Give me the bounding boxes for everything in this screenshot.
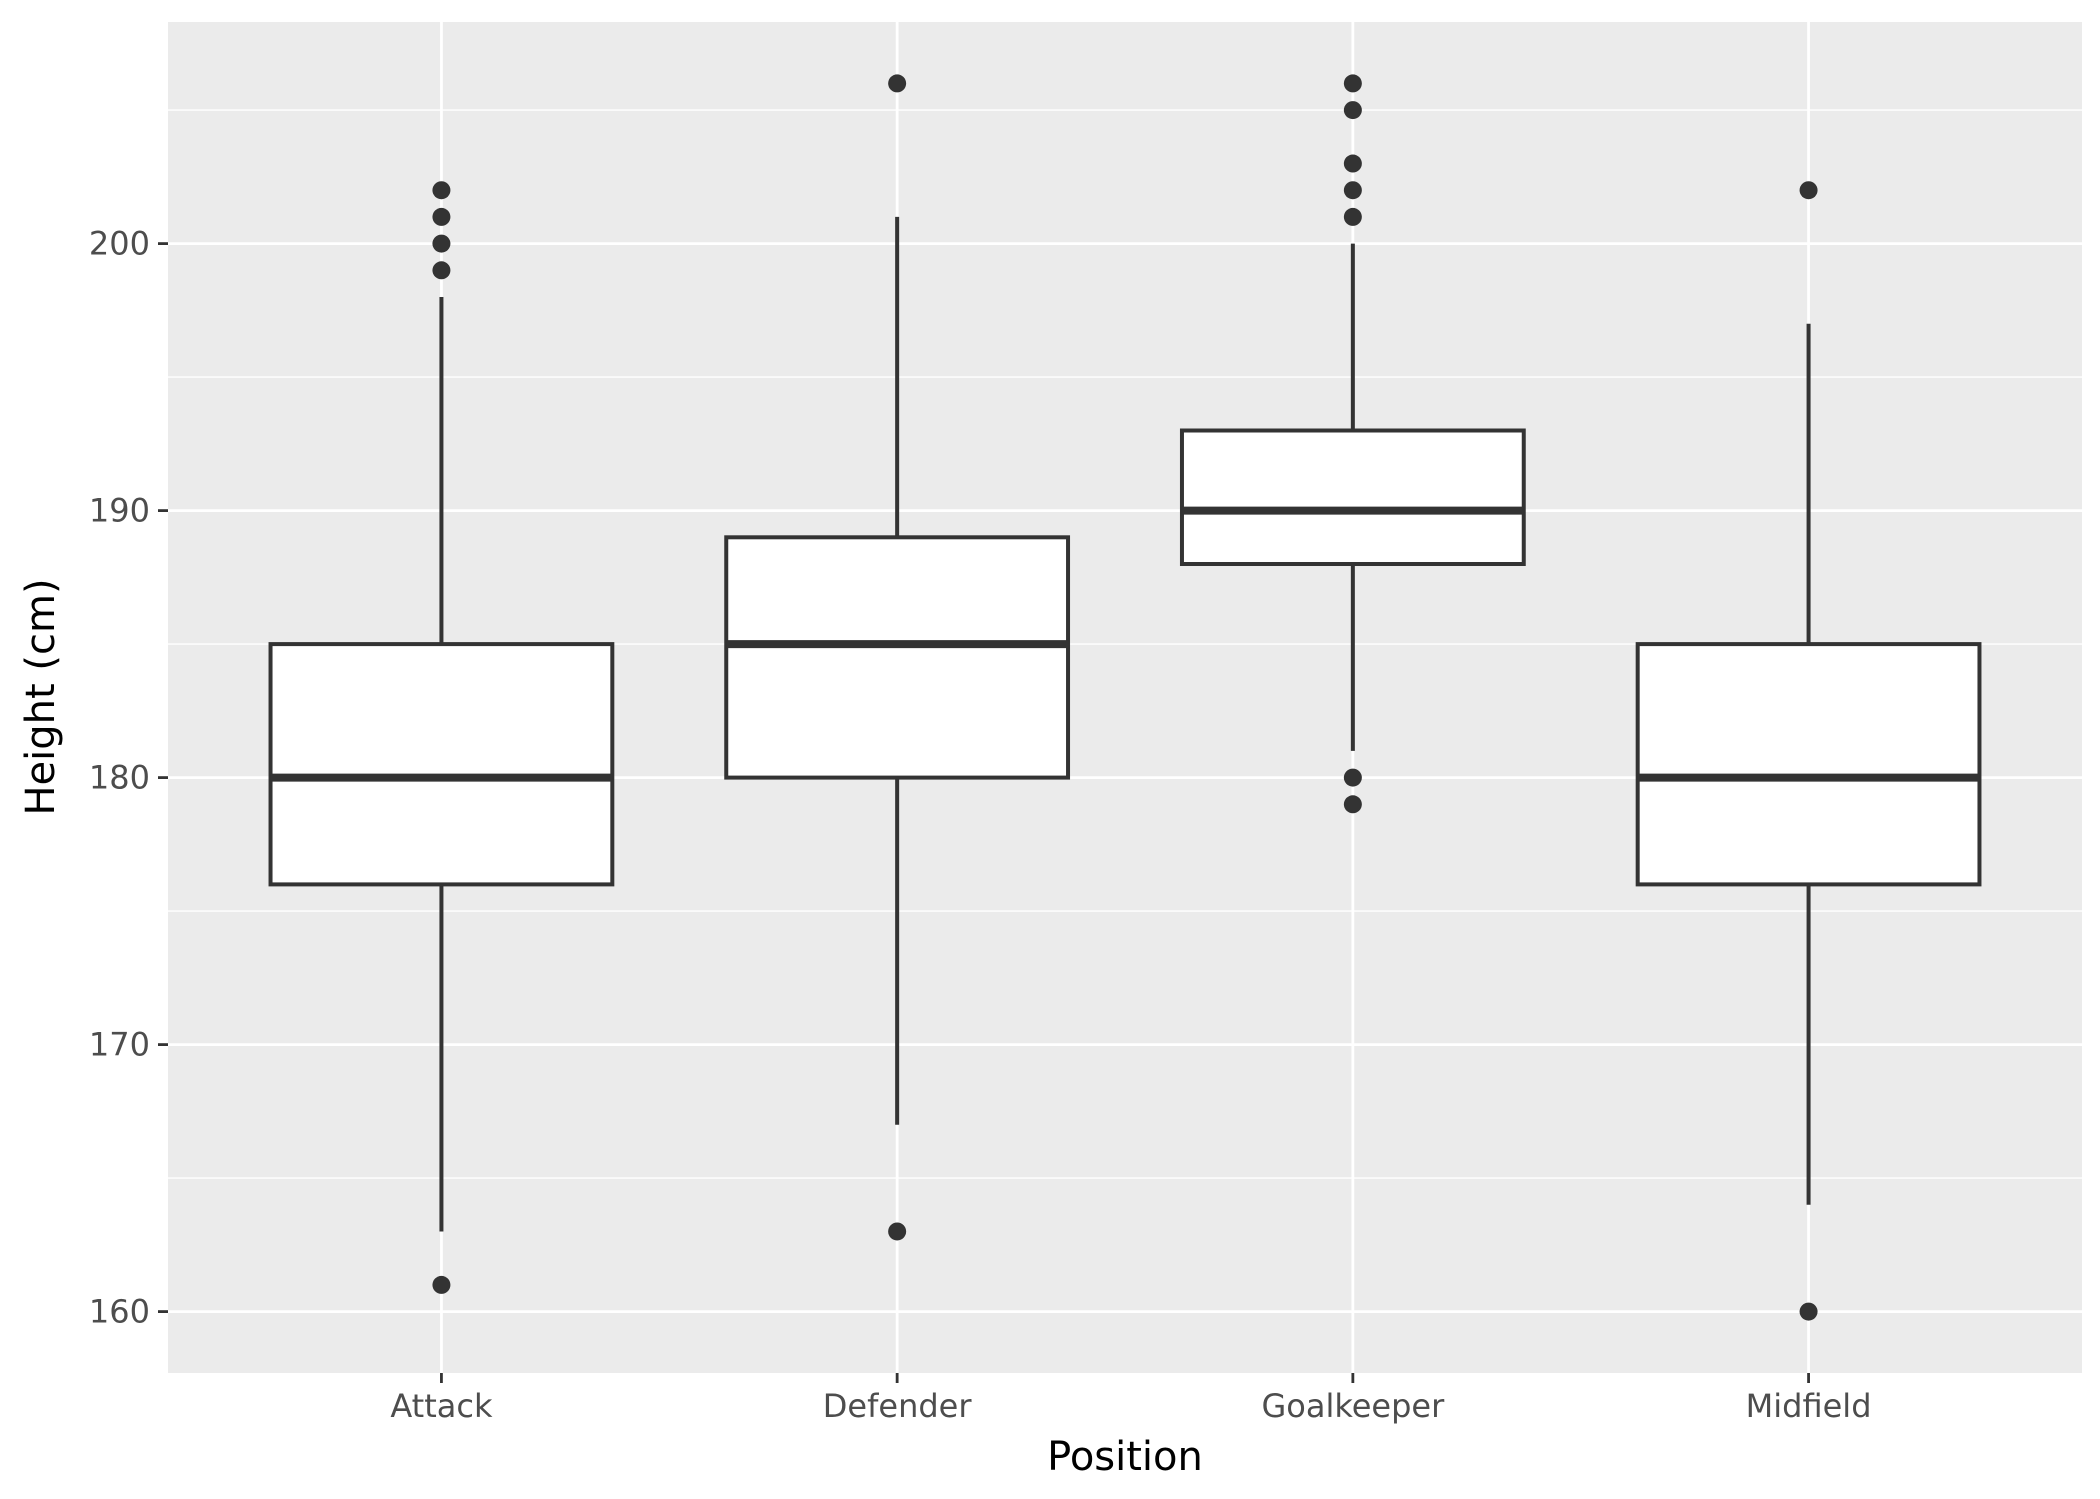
box-attack	[268, 181, 615, 1294]
iqr-box	[1635, 642, 1982, 887]
iqr-box	[724, 535, 1071, 780]
iqr-box	[1179, 428, 1526, 567]
box-goalkeeper	[1179, 74, 1526, 814]
x-axis: Attack Defender Goalkeeper Midfield	[390, 1373, 1872, 1425]
outlier-point	[432, 207, 451, 226]
outlier-point	[1343, 207, 1362, 226]
y-tick-label: 170	[89, 1026, 150, 1064]
y-tick-label: 200	[89, 225, 150, 263]
outlier-point	[1799, 1302, 1818, 1321]
outlier-point	[1799, 181, 1818, 200]
y-tick-label: 160	[89, 1293, 150, 1331]
outlier-point	[432, 261, 451, 280]
outlier-point	[1343, 768, 1362, 787]
outlier-point	[1343, 74, 1362, 93]
outlier-point	[888, 74, 907, 93]
outlier-point	[888, 1222, 907, 1241]
x-tick-label-goalkeeper: Goalkeeper	[1261, 1387, 1445, 1425]
x-tick-label-defender: Defender	[823, 1387, 973, 1425]
outlier-point	[1343, 795, 1362, 814]
box-midfield	[1635, 181, 1982, 1321]
outlier-point	[432, 181, 451, 200]
outlier-point	[1343, 181, 1362, 200]
box-defender	[724, 74, 1071, 1241]
x-axis-title: Position	[1047, 1434, 1203, 1480]
x-tick-label-attack: Attack	[390, 1387, 493, 1425]
y-axis-title: Height (cm)	[18, 578, 64, 815]
y-axis: 160 170 180 190 200	[89, 225, 168, 1331]
iqr-box	[268, 642, 615, 887]
outlier-point	[1343, 154, 1362, 173]
outlier-point	[432, 1275, 451, 1294]
y-tick-label: 190	[89, 492, 150, 530]
x-tick-label-midfield: Midfield	[1746, 1387, 1872, 1425]
outlier-point	[432, 234, 451, 253]
outlier-point	[1343, 101, 1362, 120]
box-series	[268, 74, 1982, 1321]
y-tick-label: 180	[89, 759, 150, 797]
